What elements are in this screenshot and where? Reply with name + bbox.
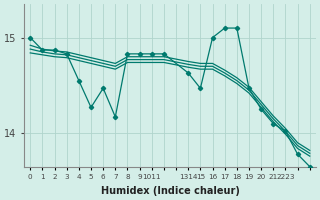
- X-axis label: Humidex (Indice chaleur): Humidex (Indice chaleur): [100, 186, 239, 196]
